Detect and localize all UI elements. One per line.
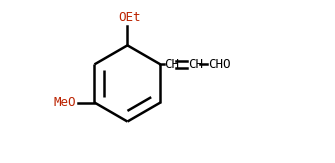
Text: CHO: CHO (208, 58, 231, 71)
Text: CH: CH (164, 58, 179, 71)
Text: CH: CH (188, 58, 203, 71)
Text: MeO: MeO (54, 96, 76, 109)
Text: OEt: OEt (119, 11, 141, 24)
